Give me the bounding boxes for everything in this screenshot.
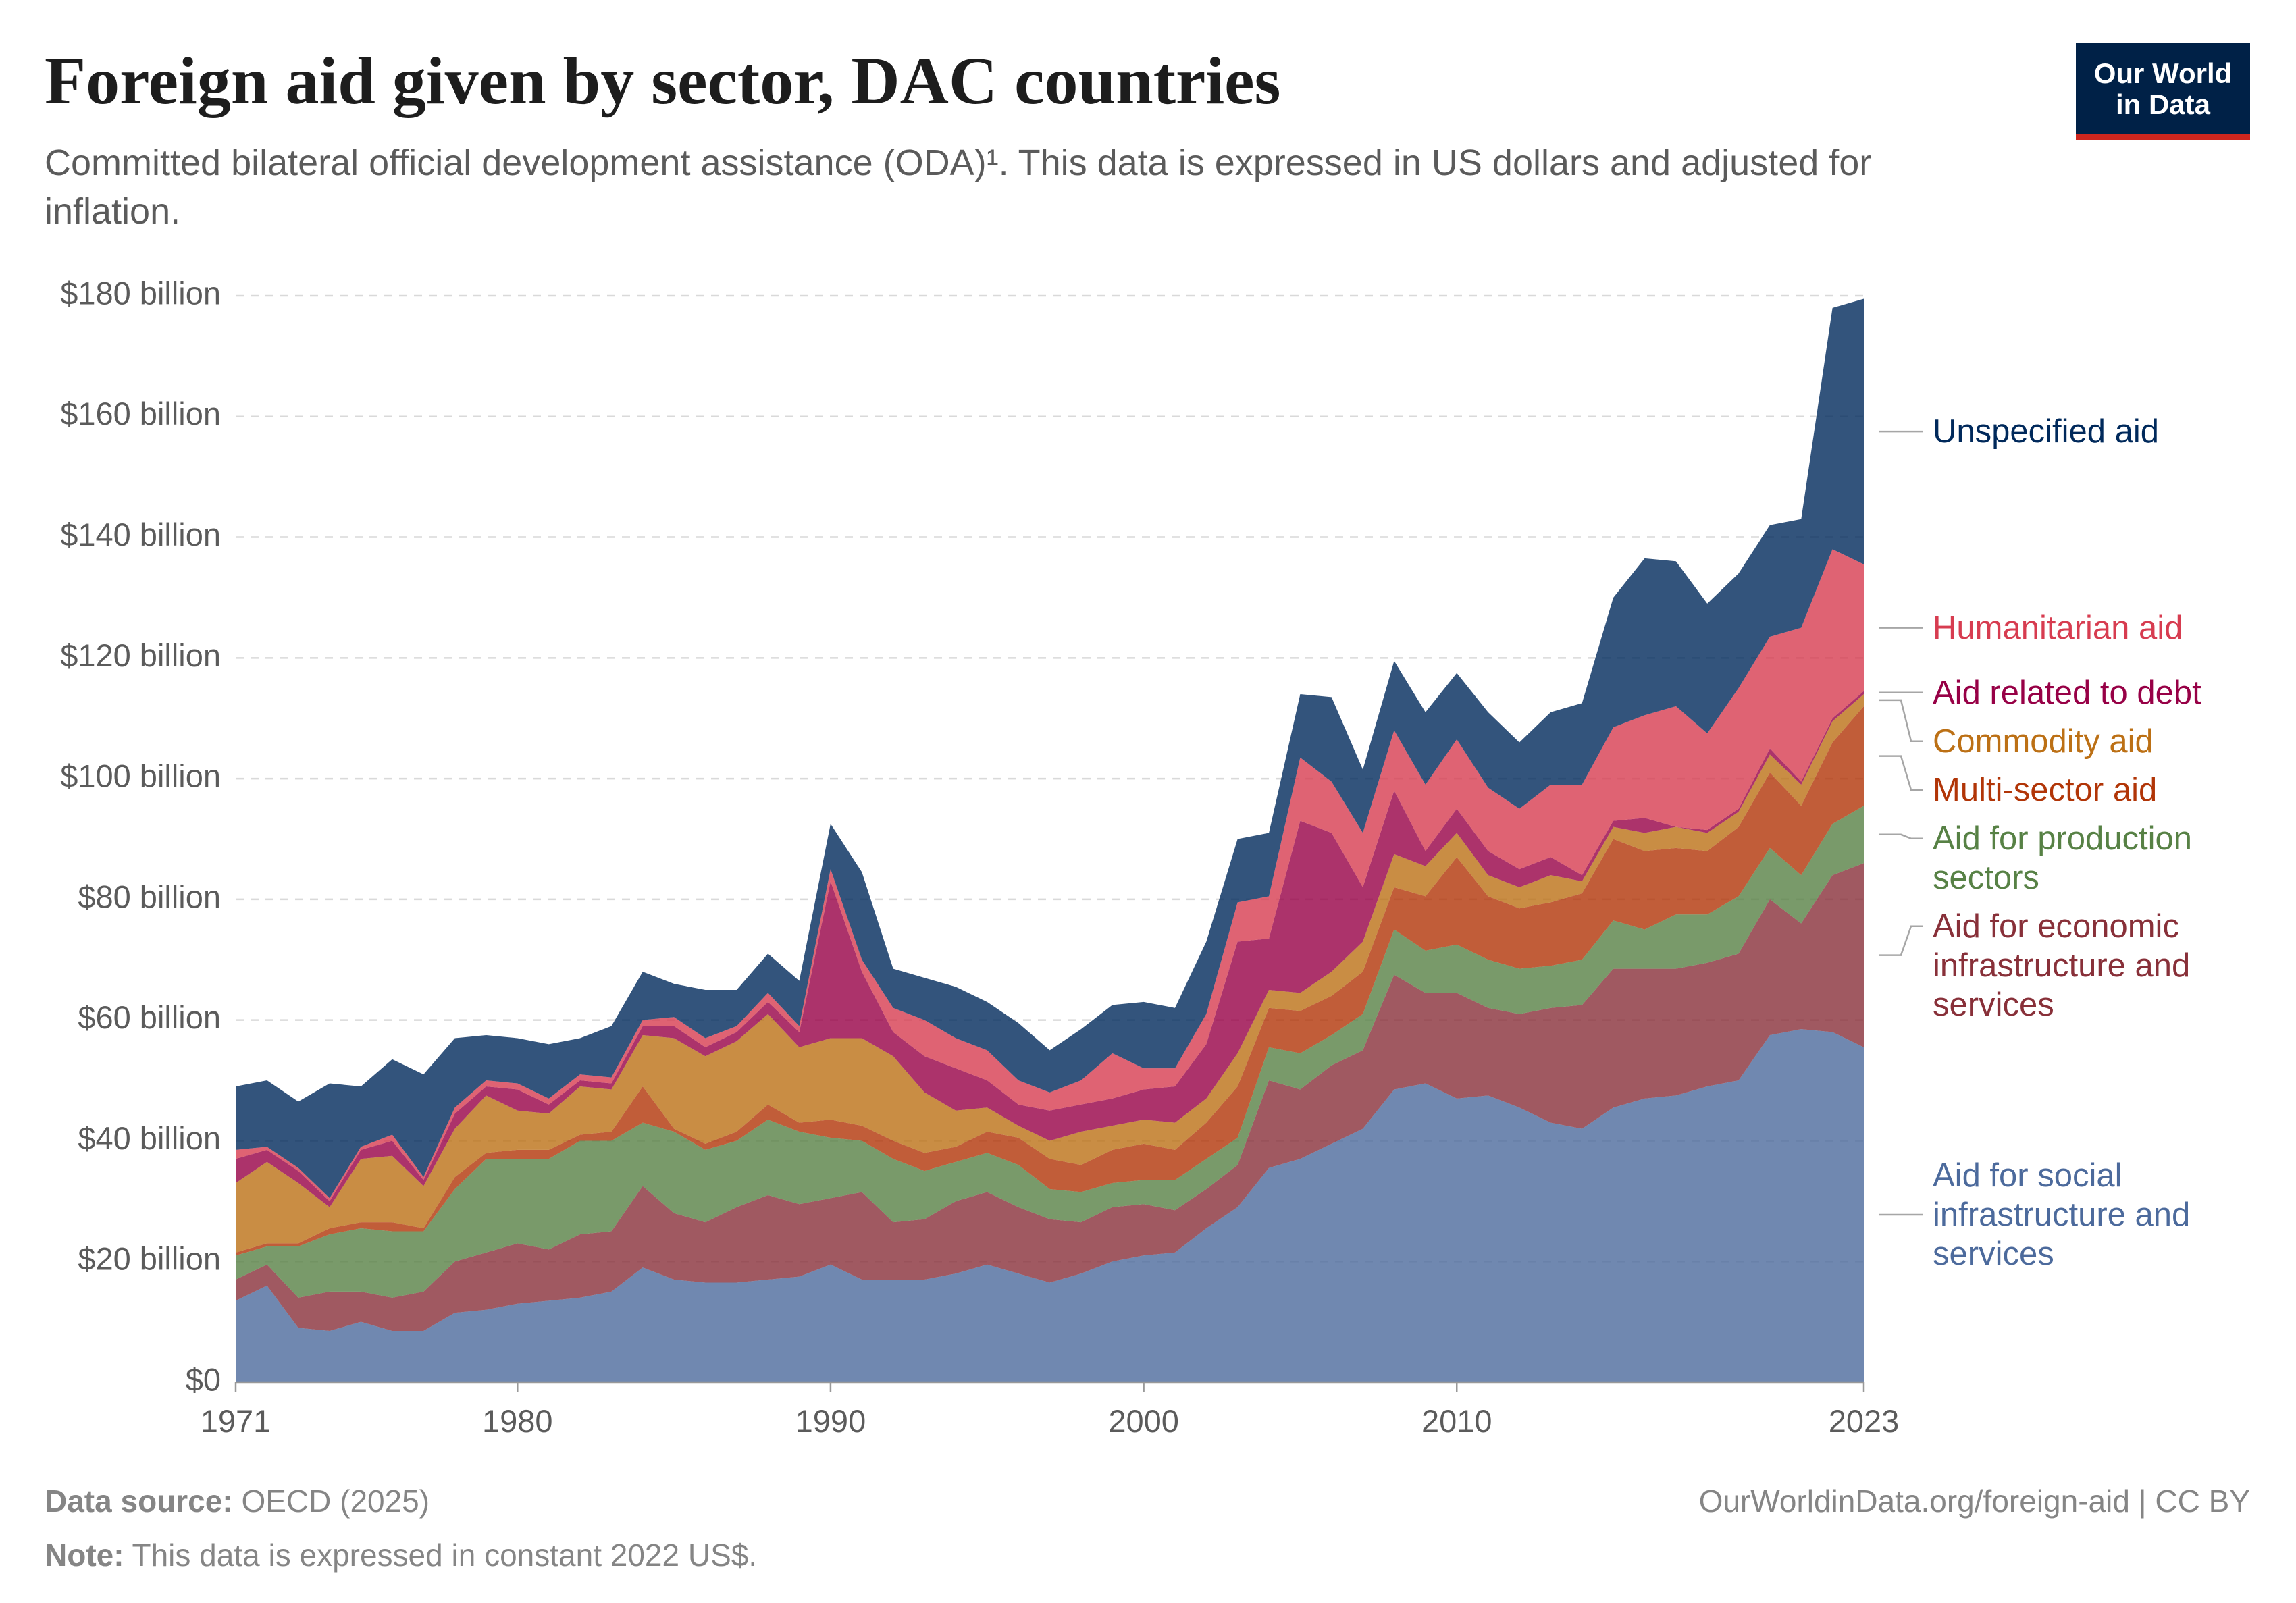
legend-label: Unspecified aid <box>1933 413 2160 450</box>
legend-connector <box>1879 925 1923 956</box>
y-tick-label: $0 <box>186 1361 221 1397</box>
chart-subtitle: Committed bilateral official development… <box>45 142 1872 232</box>
source: Data source: OECD (2025) <box>45 1483 429 1519</box>
legend-label: Aid for production sectors <box>1933 820 2193 896</box>
legend-connector <box>1879 833 1923 839</box>
y-tick-label: $80 billion <box>78 878 221 914</box>
x-tick-label: 2023 <box>1829 1403 1900 1439</box>
legend-connector <box>1879 755 1923 791</box>
y-tick-label: $60 billion <box>78 999 221 1035</box>
legend-label: Multi-sector aid <box>1933 771 2158 808</box>
note-text: This data is expressed in constant 2022 … <box>132 1538 758 1573</box>
x-tick-label: 2010 <box>1421 1403 1492 1439</box>
x-tick-label: 1980 <box>482 1403 553 1439</box>
area <box>236 706 1864 1256</box>
logo-line: in Data <box>2115 88 2211 120</box>
areas <box>236 298 1864 1382</box>
y-tick-label: $20 billion <box>78 1241 221 1277</box>
note-label: Note: <box>45 1538 124 1573</box>
area <box>236 806 1864 1298</box>
y-tick-label: $180 billion <box>60 275 221 311</box>
source-label: Data source: <box>45 1483 233 1519</box>
legend-label: Commodity aid <box>1933 722 2154 760</box>
area <box>236 298 1864 1199</box>
x-tick-label: 1971 <box>201 1403 271 1439</box>
legend-connector <box>1879 699 1923 742</box>
y-tick-label: $40 billion <box>78 1120 221 1156</box>
legend-label: Humanitarian aid <box>1933 609 2183 646</box>
logo[interactable]: Our World in Data <box>2076 43 2250 140</box>
y-tick-label: $100 billion <box>60 758 221 794</box>
x-tick-label: 2000 <box>1108 1403 1179 1439</box>
logo-line: Our World <box>2093 57 2233 89</box>
chart-title: Foreign aid given by sector, DAC countri… <box>45 43 1281 118</box>
area <box>236 693 1864 1253</box>
source-text: OECD (2025) <box>241 1483 430 1519</box>
legend-label: Aid for social infrastructure and servic… <box>1933 1157 2191 1272</box>
x-tick-label: 1990 <box>795 1403 866 1439</box>
legend-label: Aid related to debt <box>1933 674 2201 711</box>
y-tick-label: $120 billion <box>60 637 221 673</box>
area <box>236 863 1864 1332</box>
legend-label: Aid for economic infrastructure and serv… <box>1933 908 2191 1023</box>
y-tick-label: $140 billion <box>60 517 221 552</box>
area <box>236 691 1864 1207</box>
area <box>236 1029 1864 1382</box>
y-tick-label: $160 billion <box>60 396 221 431</box>
note: Note: This data is expressed in constant… <box>45 1537 757 1573</box>
axes: $0 $20 billion $40 billion $60 billion $80 b… <box>60 275 1923 1439</box>
url[interactable]: OurWorldinData.org/foreign-aid | CC BY <box>1698 1483 2250 1519</box>
